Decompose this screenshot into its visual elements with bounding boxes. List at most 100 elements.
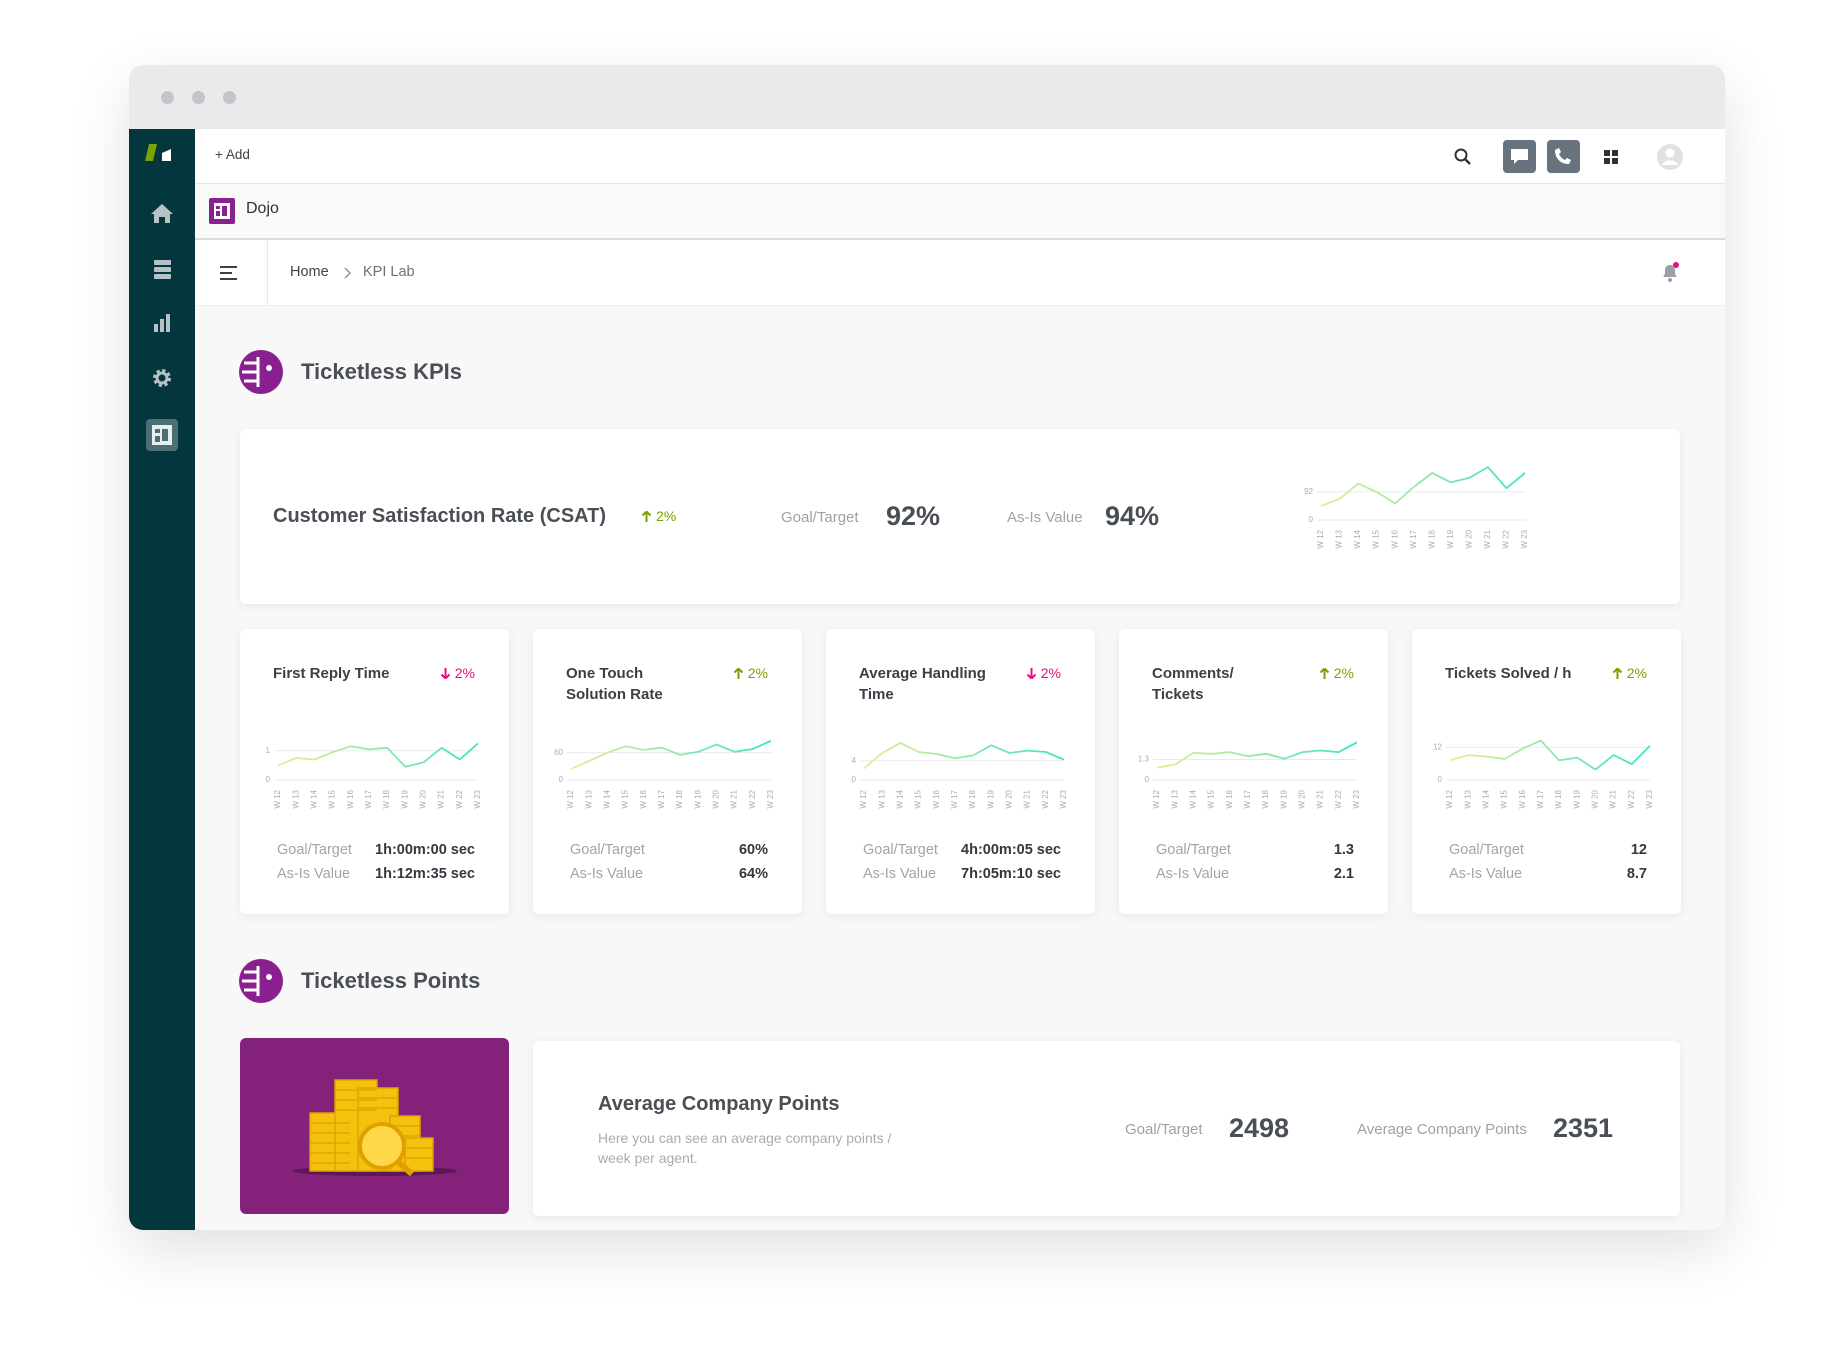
points-label: Average Company Points	[1357, 1121, 1527, 1138]
trend-line	[1449, 739, 1651, 771]
app-name: Dojo	[246, 200, 279, 217]
trend-arrow	[1319, 667, 1329, 679]
row-label: Goal/Target	[1449, 842, 1524, 858]
phone-icon[interactable]	[1547, 140, 1580, 173]
add-button[interactable]: + Add	[215, 147, 250, 162]
row-value: 1h:00m:00 sec	[375, 842, 475, 858]
window-dot	[223, 91, 236, 104]
x-tick-label: W 20	[1005, 789, 1014, 808]
trend-value: 2%	[1626, 665, 1647, 681]
row-value: 64%	[738, 866, 768, 882]
trend: 2%	[641, 508, 676, 524]
trend-arrow	[440, 667, 450, 679]
arrow	[440, 667, 450, 679]
x-tick-label: W 13	[291, 789, 300, 808]
x-tick-label: W 17	[1409, 529, 1418, 548]
top-bar: + Add	[195, 129, 1725, 184]
settings-icon[interactable]	[153, 369, 171, 387]
dojo-app-icon[interactable]	[146, 419, 178, 451]
x-tick-label: W 23	[473, 789, 482, 808]
x-tick-label: W 12	[1445, 789, 1454, 808]
y-tick-label: 0	[852, 775, 857, 784]
divider	[267, 240, 268, 305]
x-tick-label: W 12	[566, 789, 575, 808]
arrow	[641, 510, 652, 522]
x-tick-label: W 18	[1261, 789, 1270, 808]
x-tick-label: W 18	[1554, 789, 1563, 808]
x-tick-label: W 20	[1464, 529, 1473, 548]
x-tick-label: W 22	[455, 789, 464, 808]
chat-icon[interactable]	[1503, 140, 1536, 173]
y-tick-label: 0	[266, 775, 271, 784]
x-tick-label: W 12	[859, 789, 868, 808]
x-tick-label: W 21	[1483, 529, 1492, 548]
section-icon	[239, 959, 283, 1003]
reports-icon[interactable]	[154, 314, 170, 332]
app-bar: Dojo	[195, 184, 1725, 240]
views-icon[interactable]	[154, 260, 171, 279]
row-value: 60%	[738, 842, 768, 858]
kpi-row: Goal/Target 60%	[570, 842, 768, 858]
menu-icon[interactable]	[219, 264, 239, 282]
x-tick-label: W 22	[1041, 789, 1050, 808]
notification-icon[interactable]	[1658, 260, 1682, 284]
trend-value: 2%	[656, 508, 677, 524]
csat-title: Customer Satisfaction Rate (CSAT)	[273, 505, 607, 527]
x-tick-label: W 13	[877, 789, 886, 808]
y-tick-label: 0	[1438, 775, 1443, 784]
x-tick-label: W 19	[1446, 529, 1455, 548]
goal-value: 92%	[886, 501, 941, 531]
x-tick-label: W 12	[1152, 789, 1161, 808]
search-icon[interactable]	[1454, 148, 1471, 165]
breadcrumb-bar: Home KPI Lab	[195, 240, 1725, 306]
row-label: Goal/Target	[863, 842, 938, 858]
apps-icon[interactable]	[1604, 150, 1618, 164]
x-tick-label: W 15	[1372, 529, 1381, 548]
x-tick-label: W 22	[1627, 789, 1636, 808]
points-card: Average Company Points Here you can see …	[533, 1041, 1680, 1216]
x-tick-label: W 13	[1463, 789, 1472, 808]
arrow	[1612, 667, 1622, 679]
trend-line	[277, 742, 479, 768]
x-tick-label: W 18	[382, 789, 391, 808]
kpi-title: Average Handling Time	[859, 665, 986, 703]
x-tick-label: W 14	[1188, 789, 1197, 808]
x-tick-label: W 23	[1645, 789, 1654, 808]
x-tick-label: W 15	[328, 789, 337, 808]
trend-arrow	[733, 667, 743, 679]
y-tick-label: 1	[266, 746, 271, 755]
row-value: 1h:12m:35 sec	[375, 866, 475, 882]
trend-line	[863, 742, 1065, 770]
add-label: Add	[225, 147, 250, 162]
sparkline: 0 1.3 W 12 W 13 W 14 W 15 W 16 W 17 W 18 W 19 W 20…	[1138, 741, 1361, 809]
x-tick-label: W 23	[766, 789, 775, 808]
x-tick-label: W 23	[1059, 789, 1068, 808]
breadcrumb-home[interactable]: Home	[290, 264, 329, 280]
x-tick-label: W 19	[693, 789, 702, 808]
section-title: Ticketless Points	[301, 968, 481, 993]
kpi-card: Average Handling Time 2% 0 4 W 12 W 13 W 14 W 1…	[826, 629, 1095, 914]
kpi-row: As-Is Value 1h:12m:35 sec	[277, 866, 475, 882]
trend: 2%	[440, 665, 475, 681]
x-tick-label: W 17	[364, 789, 373, 808]
csat-card: Customer Satisfaction Rate (CSAT) Goal/T…	[240, 429, 1680, 604]
sparkline: 0 92 W 12 W 13 W 14 W 15 W 16 W 17 W 18 W 19 W 20 W…	[1304, 466, 1529, 549]
x-tick-label: W 22	[1334, 789, 1343, 808]
trend-arrow	[1026, 667, 1036, 679]
x-tick-label: W 13	[1335, 529, 1344, 548]
x-tick-label: W 23	[1352, 789, 1361, 808]
goal-value: 2498	[1229, 1113, 1290, 1143]
window-dot	[161, 91, 174, 104]
x-tick-label: W 18	[675, 789, 684, 808]
x-tick-label: W 20	[712, 789, 721, 808]
trend: 2%	[1026, 665, 1061, 681]
kpi-title: Comments/ Tickets	[1152, 665, 1234, 703]
avatar[interactable]	[1657, 144, 1683, 170]
row-label: As-Is Value	[1449, 866, 1523, 882]
row-value: 1.3	[1333, 842, 1354, 858]
x-tick-label: W 15	[621, 789, 630, 808]
sparkline: 0 4 W 12 W 13 W 14 W 15 W 16 W 17 W 18 W 19 W 20 W …	[852, 742, 1068, 809]
x-tick-label: W 16	[1518, 789, 1527, 808]
home-icon[interactable]	[151, 204, 173, 223]
